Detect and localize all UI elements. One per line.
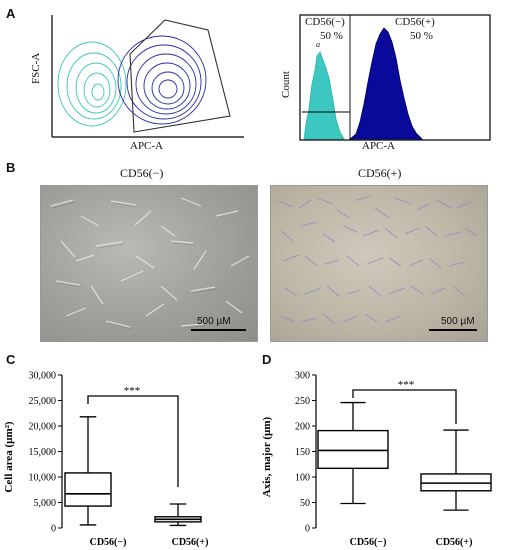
hist-ylabel: Count [280, 71, 292, 98]
scale-bar-left [191, 329, 246, 331]
c-xlabel-0: CD56(−) [90, 537, 127, 548]
d-y-tick-label: 0 [305, 524, 310, 535]
d-bracket [352, 389, 457, 424]
micrograph-cd56-positive: 500 µM [270, 185, 488, 342]
d-y-tick-label: 300 [295, 371, 310, 382]
d-y-tick-label: 200 [295, 422, 310, 433]
scale-bar-right [429, 329, 477, 331]
micrograph-left-title: CD56(−) [120, 166, 164, 180]
hist-right-gate-pct: 50 % [410, 30, 433, 42]
d-y-tick-label: 150 [295, 447, 310, 458]
cell-texture-right [278, 195, 478, 325]
d-ylabel: Axis, major (µm) [261, 416, 273, 497]
c-boxes [64, 416, 202, 527]
d-boxes [317, 401, 492, 511]
c-ylabel: Cell area (µm²) [3, 421, 15, 492]
cd56-negative-histogram [303, 51, 345, 140]
c-significance-bracket [87, 395, 179, 487]
positive-population-contours [117, 35, 207, 125]
hist-left-gate-label: CD56(−) [305, 16, 345, 28]
c-y-tick-label: 30,000 [29, 371, 57, 382]
hist-left-gate-pct: 50 % [320, 30, 343, 42]
cd56-positive-histogram [348, 27, 423, 140]
c-y-tick-label: 0 [51, 524, 56, 535]
negative-population-contours [57, 41, 127, 127]
hist-xlabel: APC-A [362, 140, 396, 152]
panel-letter-a: A [6, 6, 16, 21]
c-bracket [87, 395, 179, 487]
d-significance-bracket [352, 389, 457, 424]
d-significance-label: *** [398, 379, 415, 391]
scatter-ylabel: FSC-A [30, 52, 42, 84]
flow-scatter-plot [51, 15, 244, 138]
panel-letter-d: D [262, 352, 272, 367]
d-y-tick-label: 50 [300, 498, 310, 509]
scatter-xlabel: APC-A [130, 140, 164, 152]
boxplot-major-axis: 0 50 100 150 200 250 300 *** CD56(−) CD56(+) A… [261, 371, 492, 548]
c-significance-label: *** [124, 385, 141, 397]
c-y-tick-label: 15,000 [29, 447, 57, 458]
c-y-tick-label: 20,000 [29, 422, 57, 433]
micrograph-right-title: CD56(+) [358, 166, 402, 180]
hist-right-gate-label: CD56(+) [395, 16, 435, 28]
boxplot-cell-area: 0 5,000 10,000 15,000 20,000 25,000 30,000 ***… [3, 371, 209, 549]
d-y-tick-label: 100 [295, 473, 310, 484]
d-y-axis: 0 50 100 150 200 250 300 [295, 371, 317, 535]
c-y-tick-label: 5,000 [34, 498, 57, 509]
micrograph-cd56-negative: 500 µM [40, 185, 258, 342]
scale-label-right: 500 µM [441, 316, 475, 327]
c-y-tick-label: 25,000 [29, 396, 57, 407]
c-box [64, 472, 112, 507]
c-y-tick-label: 10,000 [29, 473, 57, 484]
c-y-axis: 0 5,000 10,000 15,000 20,000 25,000 30,000 [29, 371, 63, 535]
cell-texture-left [50, 197, 250, 330]
d-xlabel-1: CD56(+) [436, 537, 473, 548]
panel-letter-b: B [6, 160, 16, 175]
d-xlabel-0: CD56(−) [350, 537, 387, 548]
panel-letter-c: C [6, 352, 16, 367]
c-xlabel-1: CD56(+) [172, 537, 209, 548]
gate-polygon [129, 19, 231, 133]
d-box [317, 429, 389, 470]
hist-small-mark: a [316, 40, 320, 49]
scale-label-left: 500 µM [197, 316, 231, 327]
flow-histogram [299, 14, 491, 141]
d-y-tick-label: 250 [295, 396, 310, 407]
